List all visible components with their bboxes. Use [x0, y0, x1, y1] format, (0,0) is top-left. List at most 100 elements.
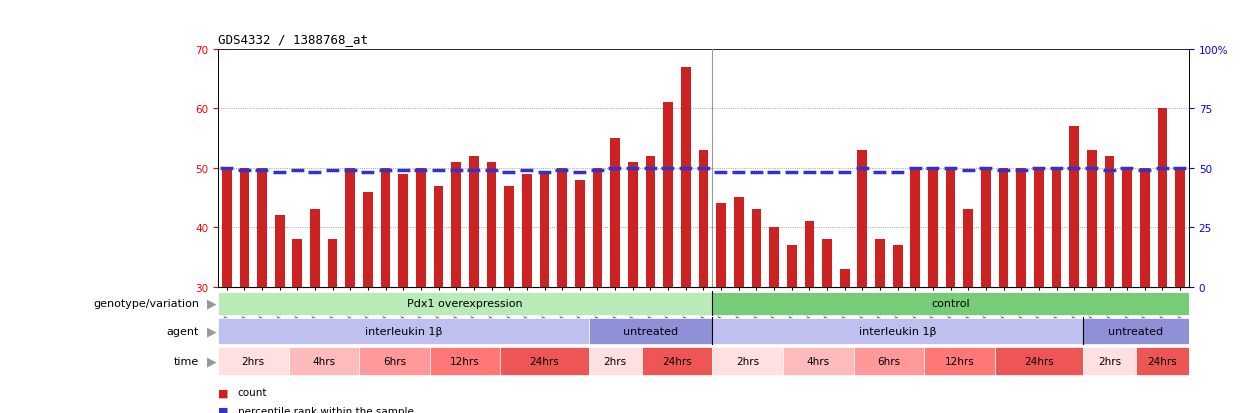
Text: GDS4332 / 1388768_at: GDS4332 / 1388768_at: [218, 33, 367, 45]
FancyBboxPatch shape: [589, 318, 712, 344]
Bar: [522, 174, 532, 287]
Bar: [998, 169, 1008, 287]
Bar: [539, 174, 549, 287]
Bar: [504, 186, 514, 287]
Text: ▶: ▶: [207, 325, 217, 337]
Text: count: count: [238, 387, 268, 397]
Bar: [1122, 169, 1132, 287]
Bar: [1052, 169, 1062, 287]
Bar: [469, 157, 479, 287]
Bar: [1104, 157, 1114, 287]
Text: 2hrs: 2hrs: [736, 356, 759, 366]
Text: agent: agent: [167, 326, 199, 336]
FancyBboxPatch shape: [641, 347, 712, 375]
Text: 6hrs: 6hrs: [383, 356, 406, 366]
Text: ▶: ▶: [207, 354, 217, 368]
Bar: [787, 245, 797, 287]
Text: 24hrs: 24hrs: [1025, 356, 1053, 366]
Bar: [716, 204, 726, 287]
Text: 12hrs: 12hrs: [451, 356, 479, 366]
FancyBboxPatch shape: [924, 347, 995, 375]
Bar: [293, 240, 303, 287]
Text: control: control: [931, 299, 970, 309]
Text: 2hrs: 2hrs: [604, 356, 626, 366]
Bar: [610, 139, 620, 287]
Bar: [364, 192, 372, 287]
FancyBboxPatch shape: [430, 347, 500, 375]
Bar: [681, 67, 691, 287]
Bar: [381, 169, 391, 287]
FancyBboxPatch shape: [218, 292, 712, 315]
Bar: [822, 240, 832, 287]
FancyBboxPatch shape: [783, 347, 854, 375]
Bar: [275, 216, 285, 287]
Bar: [1035, 169, 1043, 287]
FancyBboxPatch shape: [712, 347, 783, 375]
Bar: [964, 210, 974, 287]
Text: untreated: untreated: [622, 326, 679, 336]
Bar: [627, 162, 637, 287]
Bar: [752, 210, 761, 287]
Text: 2hrs: 2hrs: [242, 356, 265, 366]
FancyBboxPatch shape: [218, 347, 289, 375]
FancyBboxPatch shape: [854, 347, 924, 375]
Bar: [575, 180, 585, 287]
Text: genotype/variation: genotype/variation: [93, 299, 199, 309]
Bar: [433, 186, 443, 287]
FancyBboxPatch shape: [359, 347, 430, 375]
Bar: [664, 103, 674, 287]
Bar: [487, 162, 497, 287]
Bar: [258, 169, 266, 287]
Bar: [910, 169, 920, 287]
FancyBboxPatch shape: [1135, 347, 1189, 375]
Bar: [452, 162, 461, 287]
Bar: [222, 169, 232, 287]
Bar: [875, 240, 885, 287]
Text: percentile rank within the sample: percentile rank within the sample: [238, 406, 413, 413]
Bar: [769, 228, 779, 287]
Bar: [893, 245, 903, 287]
Text: time: time: [174, 356, 199, 366]
Text: 24hrs: 24hrs: [529, 356, 559, 366]
Bar: [398, 174, 408, 287]
Bar: [239, 169, 249, 287]
Text: ▶: ▶: [207, 297, 217, 310]
FancyBboxPatch shape: [1083, 347, 1135, 375]
Text: 24hrs: 24hrs: [1148, 356, 1178, 366]
FancyBboxPatch shape: [589, 347, 641, 375]
Text: 24hrs: 24hrs: [662, 356, 692, 366]
Bar: [698, 150, 708, 287]
Bar: [928, 169, 937, 287]
Text: 4hrs: 4hrs: [807, 356, 829, 366]
Bar: [646, 157, 655, 287]
Bar: [946, 169, 955, 287]
Bar: [416, 169, 426, 287]
FancyBboxPatch shape: [1083, 318, 1189, 344]
Text: untreated: untreated: [1108, 326, 1164, 336]
Bar: [1016, 169, 1026, 287]
Text: 12hrs: 12hrs: [945, 356, 975, 366]
FancyBboxPatch shape: [712, 318, 1083, 344]
Text: 2hrs: 2hrs: [1098, 356, 1120, 366]
Text: 4hrs: 4hrs: [312, 356, 335, 366]
FancyBboxPatch shape: [712, 292, 1189, 315]
Text: interleukin 1β: interleukin 1β: [859, 326, 936, 336]
Bar: [593, 169, 603, 287]
Text: ■: ■: [218, 387, 228, 397]
Bar: [981, 169, 991, 287]
Bar: [345, 169, 355, 287]
Bar: [327, 240, 337, 287]
FancyBboxPatch shape: [289, 347, 359, 375]
Bar: [1087, 150, 1097, 287]
Bar: [310, 210, 320, 287]
Text: ■: ■: [218, 406, 228, 413]
Bar: [558, 169, 566, 287]
Bar: [1158, 109, 1168, 287]
FancyBboxPatch shape: [995, 347, 1083, 375]
Text: Pdx1 overexpression: Pdx1 overexpression: [407, 299, 523, 309]
FancyBboxPatch shape: [500, 347, 589, 375]
Bar: [840, 269, 849, 287]
Bar: [1175, 169, 1185, 287]
Bar: [1069, 127, 1079, 287]
Bar: [733, 198, 743, 287]
